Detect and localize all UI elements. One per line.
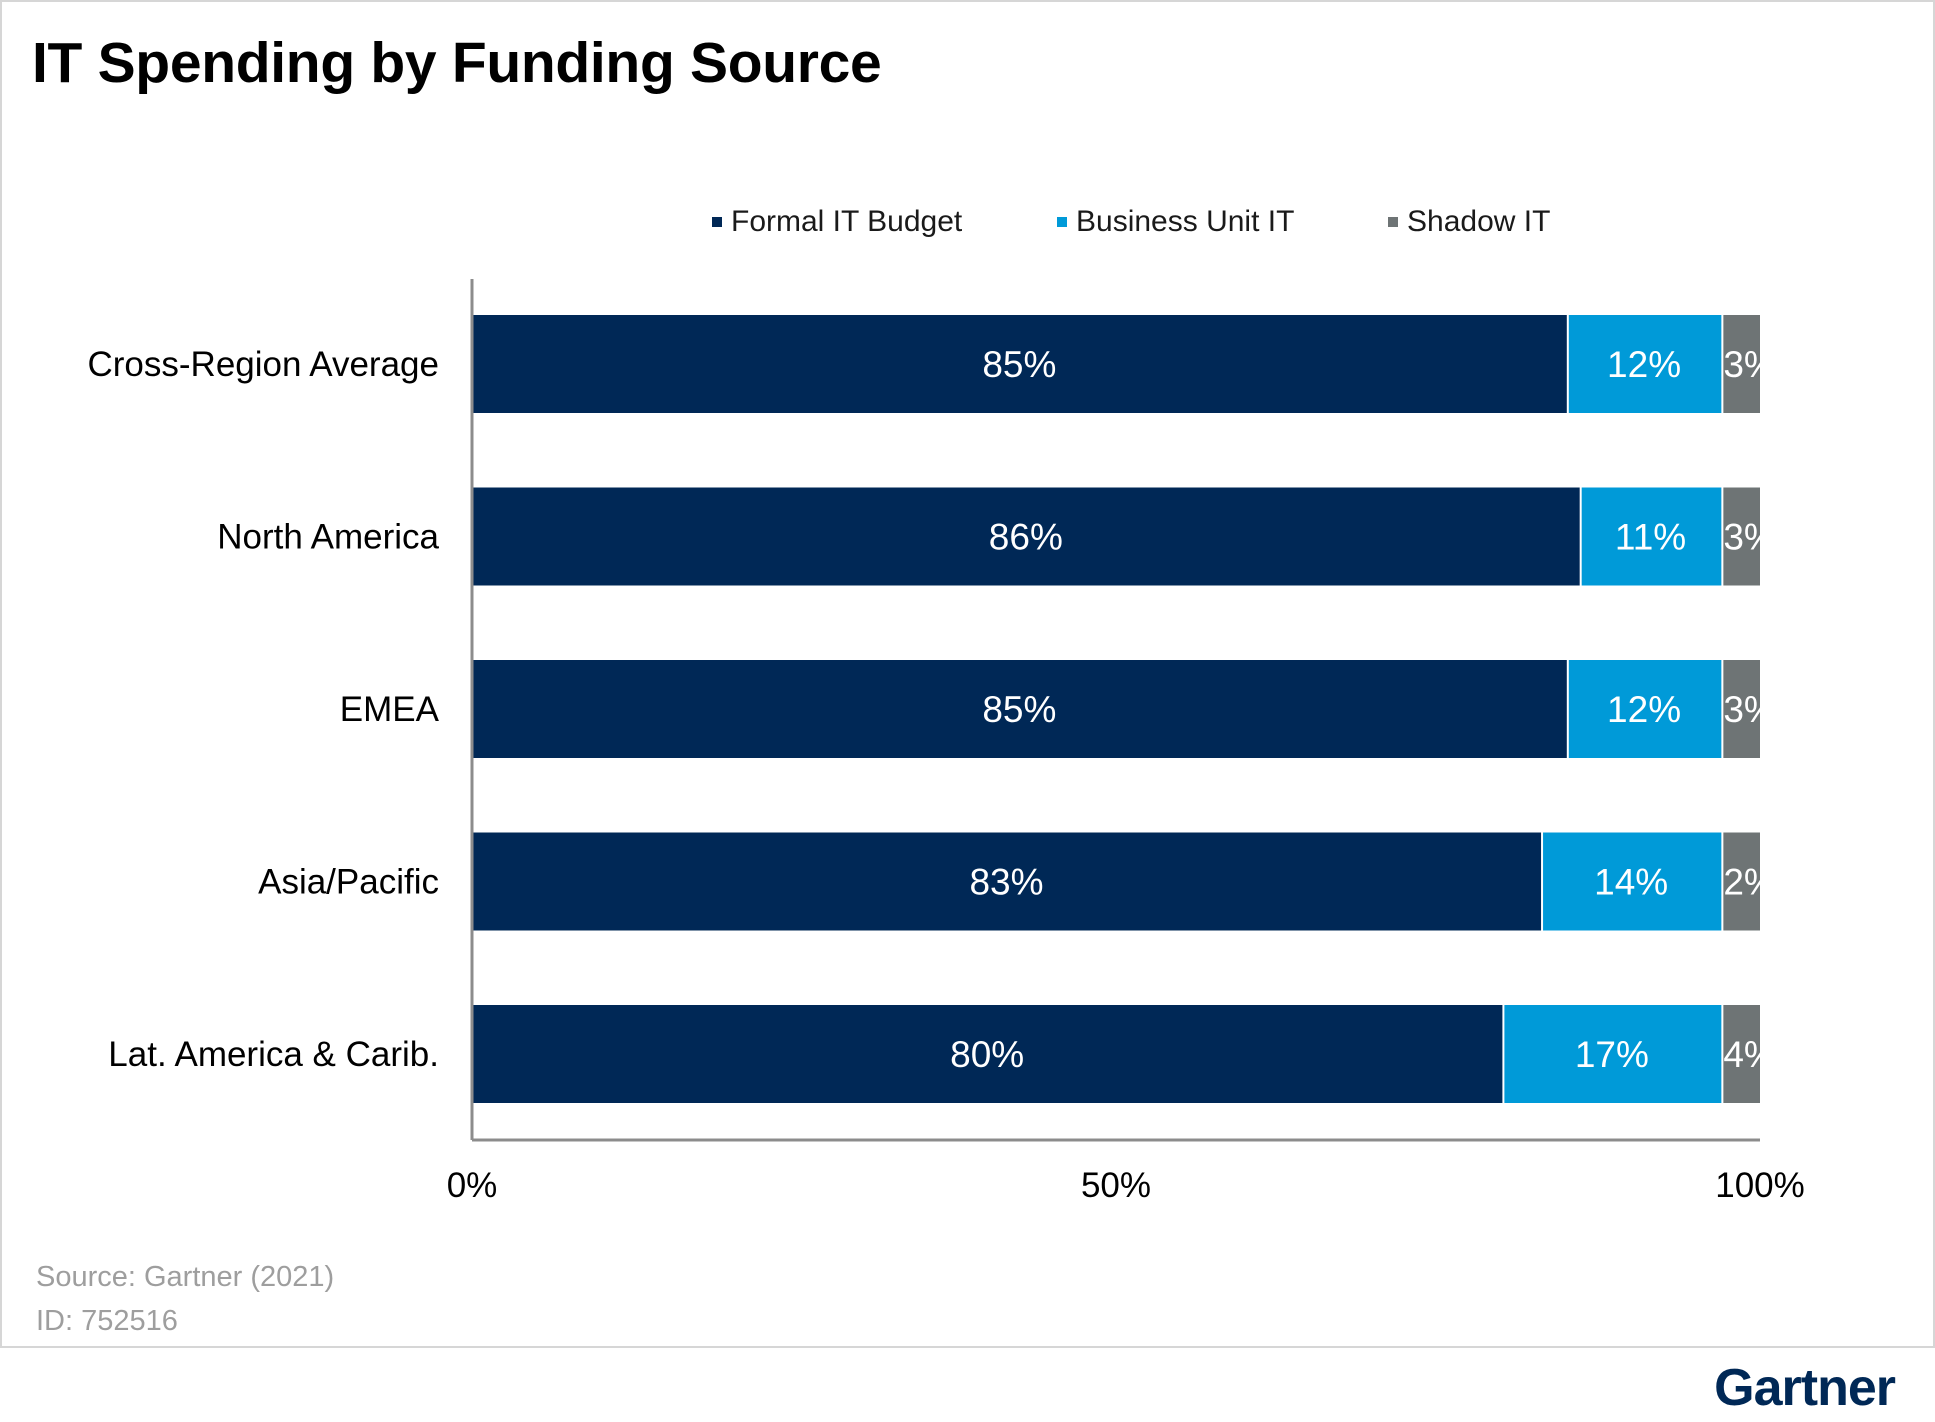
legend-item: Shadow IT (1388, 200, 1550, 244)
chart-panel: IT Spending by Funding Source Formal IT … (0, 0, 1935, 1348)
bar-chart: 85% 12% 3% Cross-Region Average 86% 11% 3% Nort… (88, 279, 1805, 1205)
chart-title: IT Spending by Funding Source (32, 31, 882, 95)
data-label: 3% (1723, 344, 1776, 385)
legend-label: Shadow IT (1407, 205, 1551, 238)
bar-segment (1723, 832, 1760, 931)
data-label: 3% (1723, 517, 1776, 558)
data-label: 83% (969, 862, 1043, 903)
category-label: EMEA (340, 690, 440, 729)
data-label: 14% (1594, 862, 1668, 903)
bar-segment (1723, 1005, 1760, 1103)
bar-segment (1581, 487, 1722, 586)
legend-swatch (1388, 217, 1398, 227)
bar-row: 80% 17% 4% (472, 1005, 1776, 1103)
x-tick-label: 50% (1081, 1166, 1151, 1205)
data-label: 85% (982, 344, 1056, 385)
bar-row: 86% 11% 3% (472, 487, 1776, 586)
data-label: 12% (1607, 344, 1681, 385)
bar-segment (472, 1005, 1503, 1103)
legend-label: Formal IT Budget (731, 205, 963, 238)
category-label: Asia/Pacific (258, 863, 439, 902)
bar-segment (1568, 660, 1722, 758)
bar-segment (1723, 487, 1760, 586)
figure-id: ID: 752516 (36, 1305, 178, 1337)
bar-row: 85% 12% 3% (472, 315, 1776, 413)
legend-item: Business Unit IT (1057, 200, 1294, 244)
data-label: 2% (1723, 862, 1776, 903)
bar-segment (1543, 832, 1722, 931)
bar-segment (1723, 660, 1760, 758)
data-label: 4% (1723, 1034, 1776, 1075)
data-label: 80% (950, 1034, 1024, 1075)
x-tick-label: 100% (1715, 1166, 1805, 1205)
bar-segment (472, 487, 1580, 586)
data-label: 86% (989, 517, 1063, 558)
data-label: 85% (982, 689, 1056, 730)
legend-item: Formal IT Budget (712, 200, 962, 244)
bar-row: 83% 14% 2% (472, 832, 1776, 931)
gartner-logo: Gartner (1714, 1359, 1896, 1417)
data-label: 11% (1615, 517, 1686, 558)
category-label: Cross-Region Average (88, 345, 440, 384)
legend-label: Business Unit IT (1076, 205, 1295, 238)
footer: Source: Gartner (2021) ID: 752516 (36, 1255, 334, 1343)
source-note: Source: Gartner (2021) (36, 1261, 335, 1293)
data-label: 12% (1607, 689, 1681, 730)
bar-segment (1723, 315, 1760, 413)
category-label: North America (217, 518, 439, 557)
bar-segment (472, 315, 1567, 413)
bar-segment (1568, 315, 1722, 413)
bar-segment (472, 660, 1567, 758)
bar-row: 85% 12% 3% (472, 660, 1776, 758)
legend: Formal IT Budget Business Unit IT Shadow I… (2, 200, 1935, 244)
legend-swatch (712, 217, 722, 227)
bar-segment (472, 832, 1542, 931)
category-label: Lat. America & Carib. (108, 1035, 439, 1074)
x-tick-label: 0% (447, 1166, 498, 1205)
legend-swatch (1057, 217, 1067, 227)
bar-segment (1504, 1005, 1722, 1103)
data-label: 3% (1723, 689, 1776, 730)
data-label: 17% (1575, 1034, 1649, 1075)
